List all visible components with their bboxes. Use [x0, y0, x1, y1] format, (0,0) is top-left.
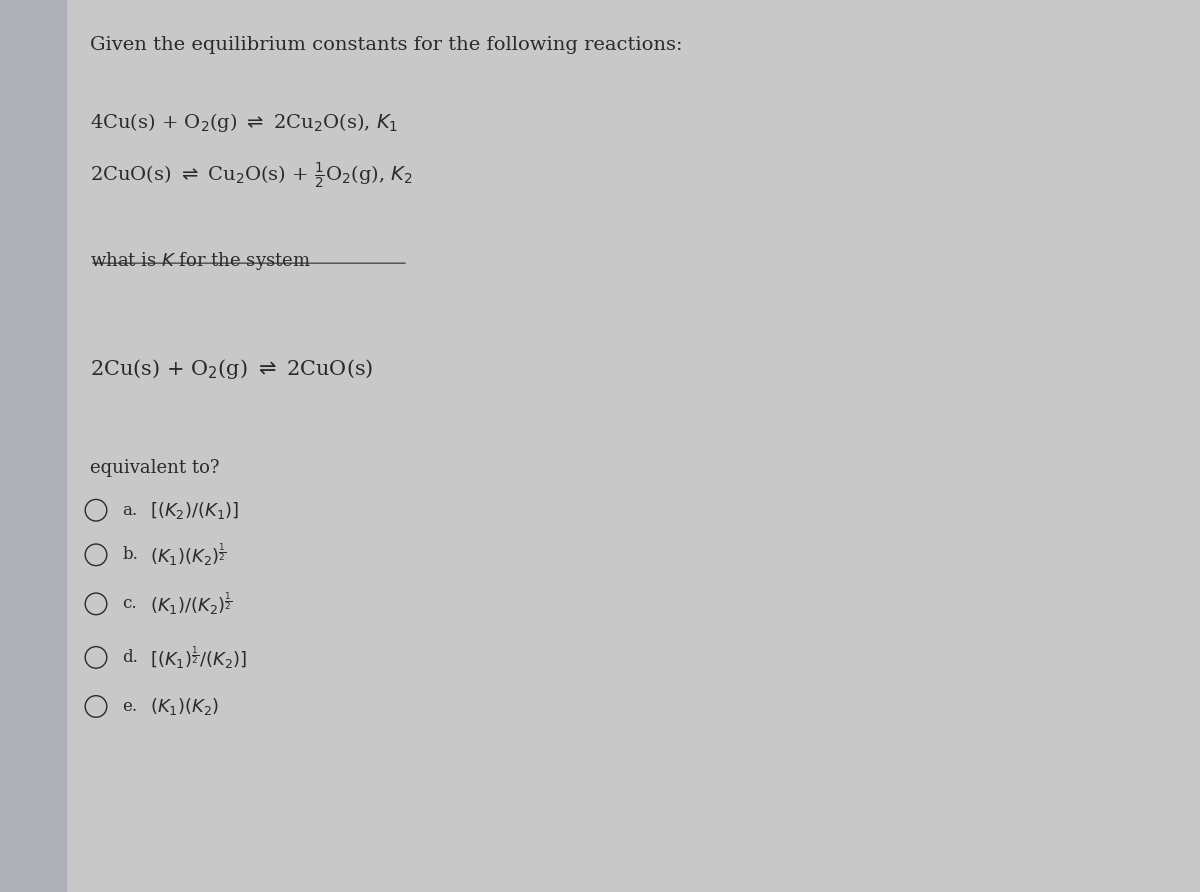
- Text: 4Cu(s) + O$_2$(g) $\rightleftharpoons$ 2Cu$_2$O(s), $K_1$: 4Cu(s) + O$_2$(g) $\rightleftharpoons$ 2…: [90, 112, 398, 135]
- Text: e.: e.: [122, 698, 138, 715]
- Text: $(K_1)(K_2)$: $(K_1)(K_2)$: [150, 696, 220, 717]
- Text: $[(K_1)^{\frac{1}{2}} / (K_2)]$: $[(K_1)^{\frac{1}{2}} / (K_2)]$: [150, 644, 247, 671]
- Bar: [0, 0, 66, 892]
- Text: equivalent to?: equivalent to?: [90, 459, 220, 477]
- Text: a.: a.: [122, 501, 138, 519]
- Text: $(K_1)(K_2)^{\frac{1}{2}}$: $(K_1)(K_2)^{\frac{1}{2}}$: [150, 541, 227, 568]
- Text: d.: d.: [122, 648, 138, 666]
- Text: b.: b.: [122, 546, 138, 564]
- Text: 2CuO(s) $\rightleftharpoons$ Cu$_2$O(s) + $\frac{1}{2}$O$_2$(g), $K_2$: 2CuO(s) $\rightleftharpoons$ Cu$_2$O(s) …: [90, 161, 413, 191]
- Text: $[(K_2) / (K_1)]$: $[(K_2) / (K_1)]$: [150, 500, 239, 521]
- Text: 2Cu(s) + O$_2$(g) $\rightleftharpoons$ 2CuO(s): 2Cu(s) + O$_2$(g) $\rightleftharpoons$ 2…: [90, 357, 373, 381]
- Text: $(K_1) / (K_2)^{\frac{1}{2}}$: $(K_1) / (K_2)^{\frac{1}{2}}$: [150, 591, 233, 617]
- Text: Given the equilibrium constants for the following reactions:: Given the equilibrium constants for the …: [90, 36, 683, 54]
- Text: what is $K$ for the system: what is $K$ for the system: [90, 250, 311, 272]
- Text: c.: c.: [122, 595, 137, 613]
